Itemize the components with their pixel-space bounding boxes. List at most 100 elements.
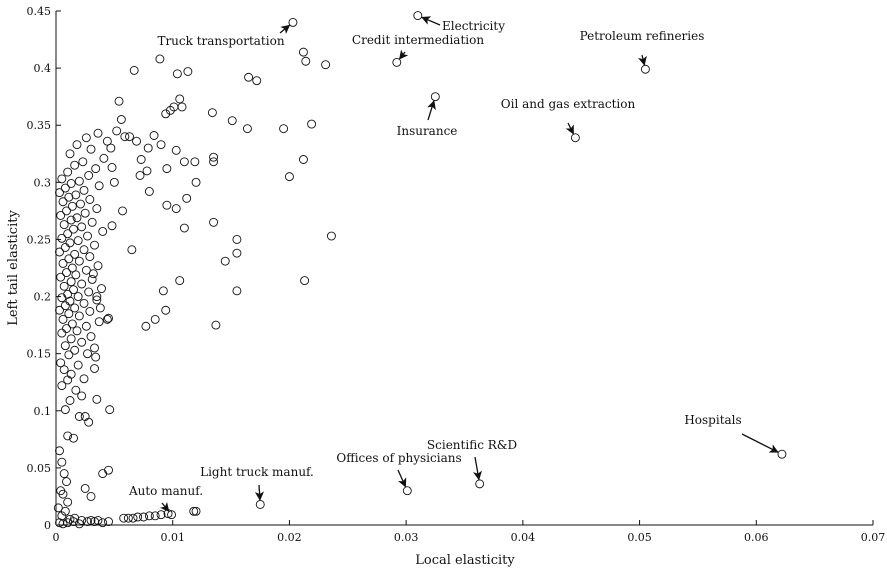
data-point [77,391,87,401]
data-point [74,256,84,266]
data-point [62,477,71,487]
annotation-label: Insurance [397,124,458,138]
data-point [227,116,237,126]
annotation-arrow [565,122,574,135]
data-point [73,292,83,302]
data-point [93,128,103,138]
data-point [67,263,77,273]
data-point [58,314,68,324]
data-point [62,206,71,216]
data-point [72,140,82,150]
data-point [64,254,74,264]
data-point [74,311,84,321]
data-point [191,506,201,516]
data-point [252,76,262,86]
annotation-arrow [427,100,436,121]
data-point [102,136,112,146]
data-point [60,301,70,311]
data-point [94,181,104,191]
data-point [77,279,87,289]
data-point [63,289,73,299]
data-point [69,285,78,295]
data-point [60,405,70,415]
annotation-arrow [399,49,409,60]
data-point [191,177,201,187]
data-point [165,105,175,115]
data-point [63,167,73,177]
data-point [104,517,113,527]
data-point [59,220,69,230]
data-point [77,222,87,232]
data-point [189,506,199,516]
data-point [112,126,122,136]
data-point [182,193,192,203]
labeled-data-point [167,510,176,520]
data-point [63,229,73,239]
data-point [65,238,75,248]
annotation-label: Hospitals [684,413,741,427]
data-point [128,513,138,523]
data-point [70,303,80,313]
annotation-label: Offices of physicians [336,451,461,465]
data-point [57,233,67,243]
data-point [58,197,68,207]
data-point [232,286,242,296]
tick-marks: 0 0.01 0.02 0.03 0.04 0.05 0.06 0.07 0 0.05 0.1 0.1… [27,5,886,544]
data-point [72,326,82,336]
data-point [141,321,151,331]
data-point [207,108,217,118]
data-point [71,270,81,280]
data-point [298,155,308,164]
labeled-data-point [413,11,423,21]
data-point [83,231,92,241]
data-point [161,109,171,119]
data-point [149,131,159,140]
x-tick-label: 0 [53,531,60,544]
data-point [70,345,80,355]
data-point [83,349,92,359]
data-point [64,309,74,319]
data-point [175,276,185,286]
annotation-arrow [421,16,441,26]
y-tick-label: 0.05 [27,462,52,475]
annotation-label: Petroleum refineries [580,29,705,43]
data-point [74,412,84,421]
data-point [63,518,73,528]
data-point [92,394,102,404]
data-point [53,503,63,513]
data-point [66,215,76,225]
data-point [71,385,81,395]
data-point [143,143,153,153]
data-point [62,268,71,278]
data-point [133,512,143,522]
data-point [279,124,289,134]
data-point [57,174,67,184]
data-point [58,258,68,268]
annotation-label: Scientific R&D [427,438,517,452]
annotation-arrow [397,469,407,488]
y-tick-label: 0.35 [27,119,52,132]
data-point [67,319,77,329]
data-point [104,465,113,475]
data-point [209,152,219,162]
data-point [65,296,75,306]
data-point [62,324,71,333]
data-point [107,163,117,172]
data-point [85,252,95,262]
x-tick-label: 0.01 [160,531,185,544]
data-point [66,179,76,188]
data-point [90,364,99,373]
annotation-label: Truck transportation [157,34,284,48]
annotation-label: Light truck manuf. [200,465,314,479]
data-point [56,211,66,220]
data-point [162,164,172,174]
data-point [76,199,85,209]
data-point [57,457,67,467]
x-tick-label: 0.04 [511,531,536,544]
annotation-label: Electricity [442,19,505,33]
x-tick-label: 0.07 [861,531,886,544]
data-point [107,221,117,231]
data-point [136,155,146,164]
data-point [94,317,104,327]
data-point [95,303,105,313]
